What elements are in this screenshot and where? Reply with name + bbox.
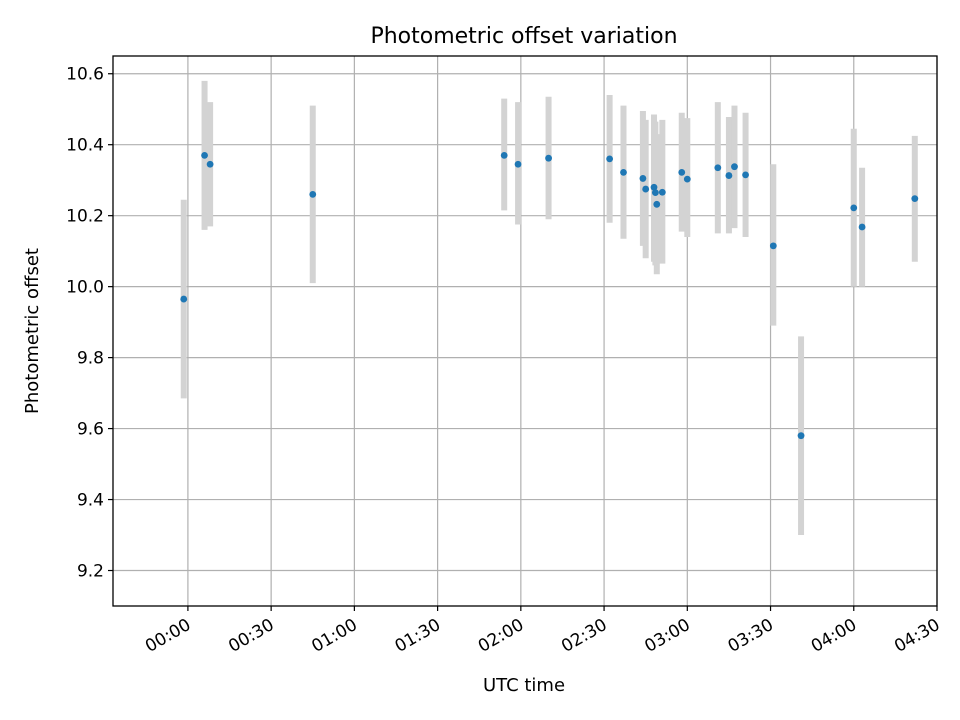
data-point bbox=[642, 185, 650, 193]
y-tick-label: 10.0 bbox=[66, 278, 104, 298]
data-point bbox=[678, 168, 686, 176]
x-tick-label: 00:00 bbox=[142, 615, 194, 657]
y-tick-label: 10.6 bbox=[66, 65, 104, 85]
chart-title: Photometric offset variation bbox=[370, 24, 677, 49]
data-point bbox=[620, 168, 627, 176]
y-tick-label: 10.2 bbox=[66, 207, 104, 227]
data-point bbox=[206, 160, 214, 168]
data-point bbox=[850, 204, 858, 212]
data-point bbox=[606, 155, 614, 163]
data-point bbox=[911, 195, 919, 203]
y-tick-label: 9.2 bbox=[77, 562, 104, 582]
data-point bbox=[714, 164, 722, 172]
data-point bbox=[731, 163, 738, 171]
data-point bbox=[309, 190, 317, 198]
data-point bbox=[545, 154, 552, 162]
data-point bbox=[658, 188, 666, 196]
y-axis-label: Photometric offset bbox=[22, 248, 43, 414]
point-layer bbox=[180, 151, 919, 440]
y-tick-label: 10.4 bbox=[66, 136, 104, 156]
y-tick-label: 9.6 bbox=[77, 420, 104, 440]
x-tick-label: 04:00 bbox=[808, 615, 860, 657]
y-tick-label: 9.8 bbox=[77, 349, 104, 369]
x-axis: 00:00 00:30 01:00 01:30 02:00 02:30 03:00 03:30… bbox=[142, 606, 944, 657]
x-tick-label: 03:00 bbox=[641, 615, 693, 657]
x-tick-label: 01:00 bbox=[308, 615, 360, 657]
data-point bbox=[639, 175, 647, 182]
data-point bbox=[180, 295, 188, 303]
data-point bbox=[201, 151, 208, 159]
x-tick-label: 02:30 bbox=[558, 615, 610, 657]
data-point bbox=[651, 189, 659, 197]
data-point bbox=[500, 151, 508, 159]
data-point bbox=[725, 172, 733, 179]
y-tick-label: 9.4 bbox=[77, 491, 104, 511]
data-point bbox=[742, 171, 749, 179]
data-point bbox=[769, 242, 777, 250]
errorbar-layer bbox=[180, 80, 918, 536]
data-point bbox=[650, 183, 658, 191]
x-axis-label: UTC time bbox=[483, 675, 565, 696]
data-point bbox=[653, 200, 661, 208]
x-tick-label: 04:30 bbox=[891, 615, 943, 657]
x-tick-label: 01:30 bbox=[392, 615, 444, 657]
x-tick-label: 00:30 bbox=[225, 615, 277, 657]
y-axis: 9.2 9.4 9.6 9.8 10.0 10.2 10.4 10.6 bbox=[66, 65, 113, 582]
data-point bbox=[683, 175, 691, 183]
plot-frame bbox=[112, 55, 938, 607]
x-tick-label: 02:00 bbox=[475, 615, 527, 657]
data-point bbox=[797, 432, 805, 440]
data-point bbox=[514, 160, 522, 168]
data-point bbox=[858, 223, 866, 231]
grid-layer bbox=[113, 56, 938, 606]
x-tick-label: 03:30 bbox=[725, 615, 777, 657]
